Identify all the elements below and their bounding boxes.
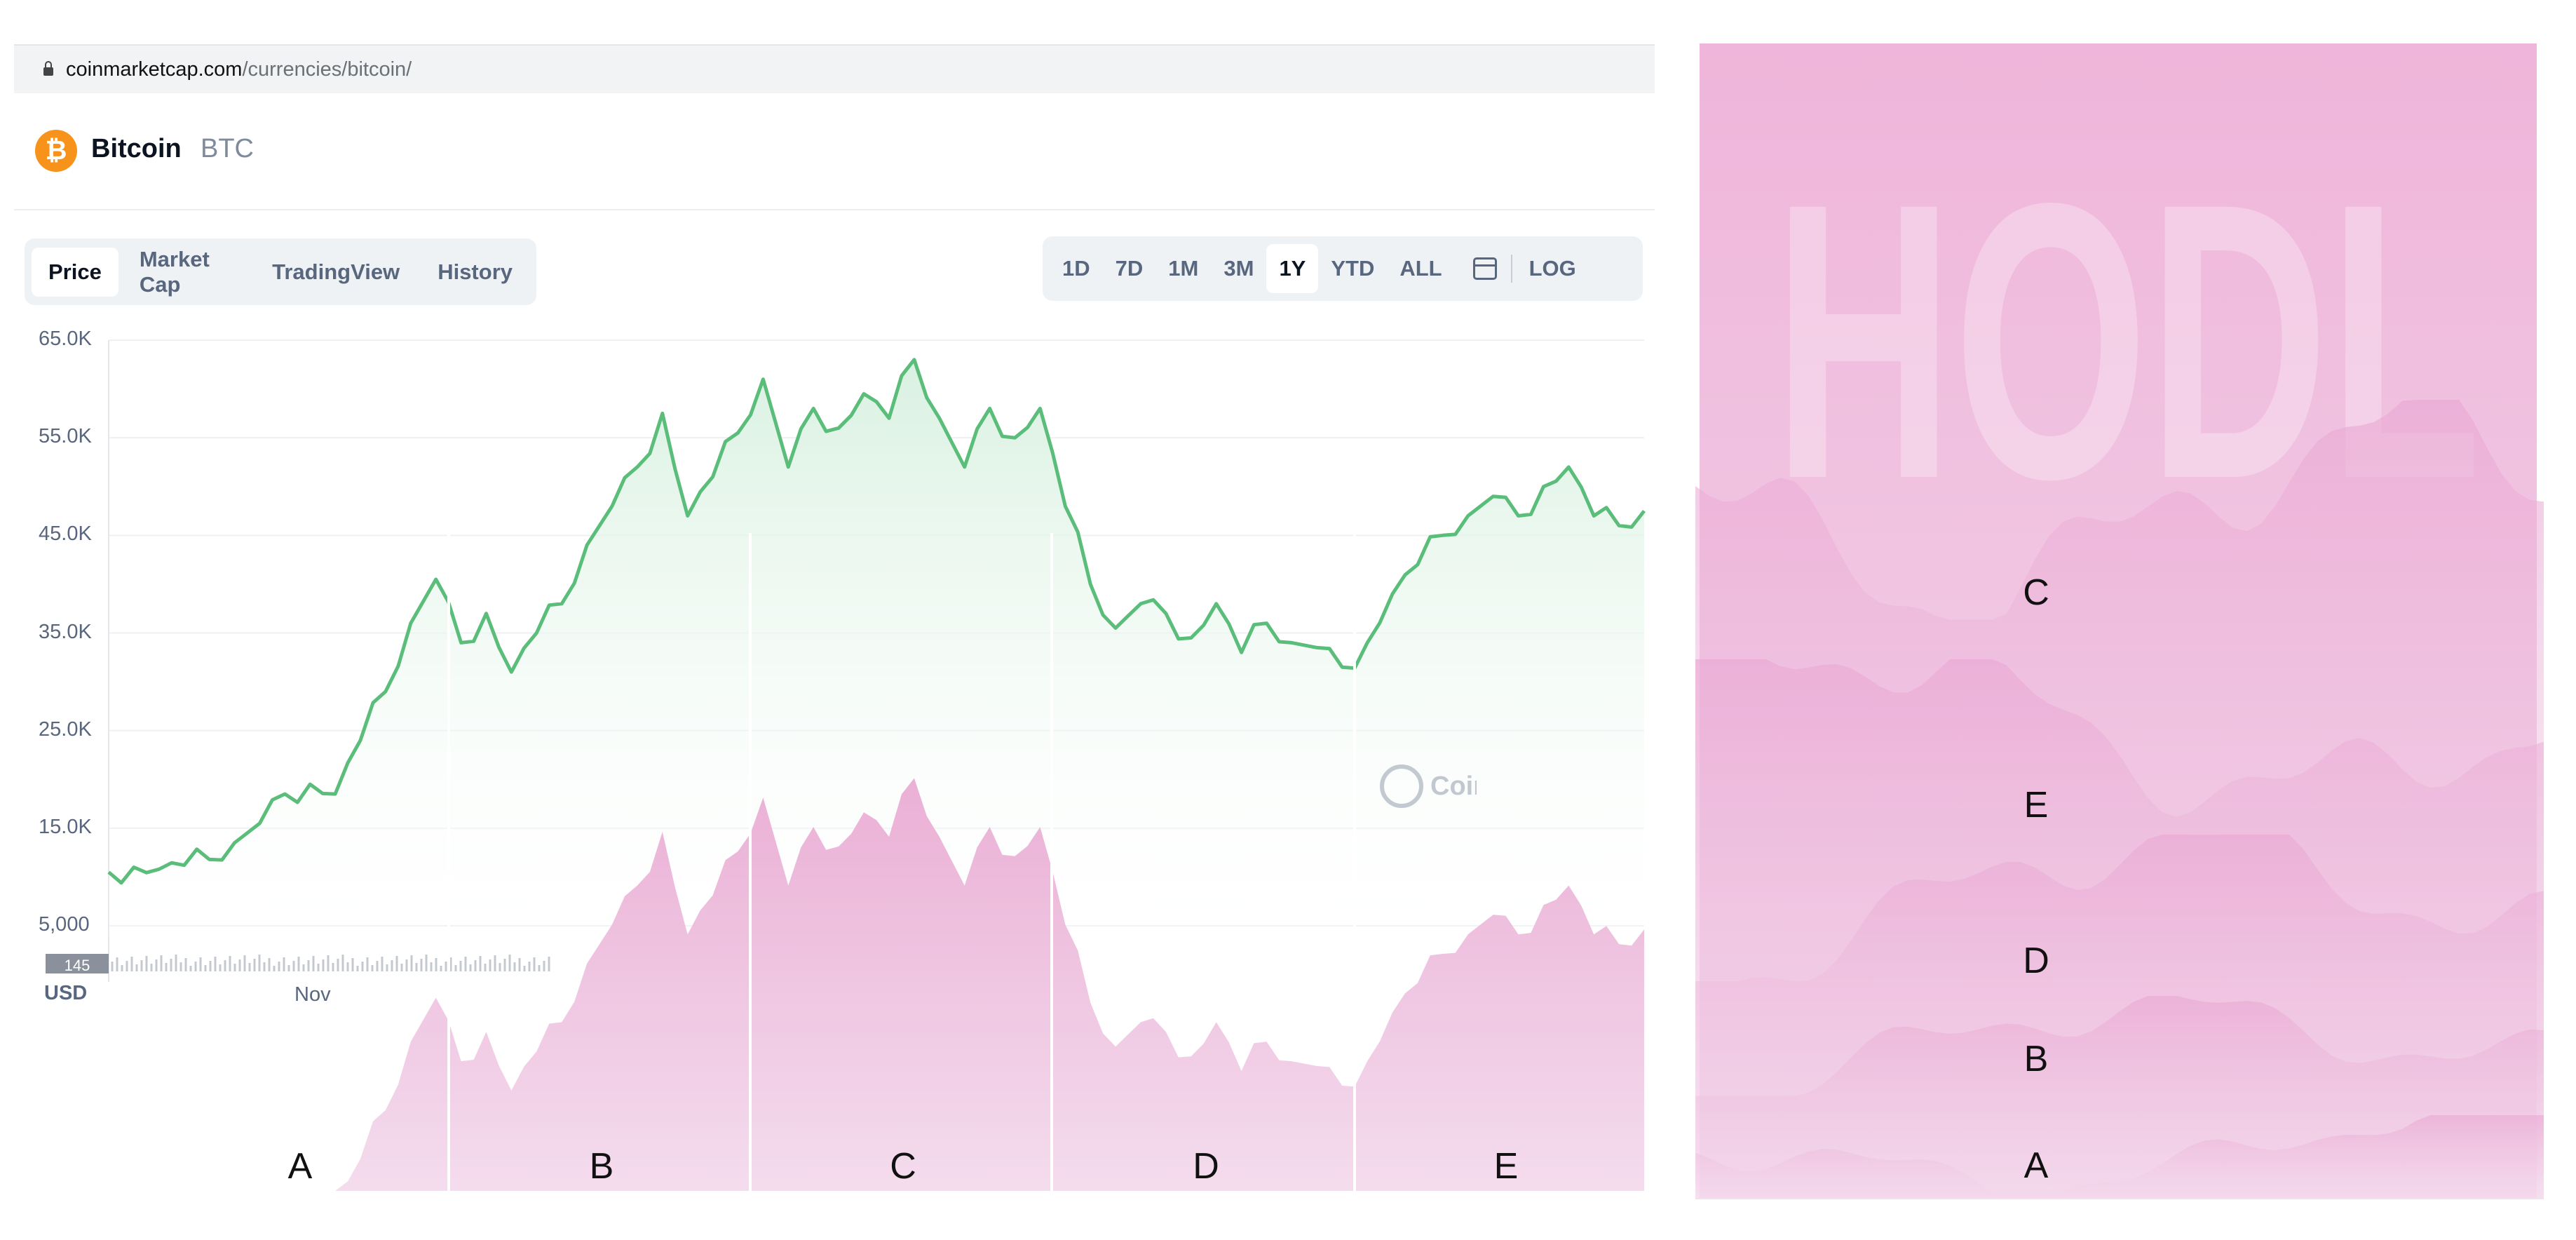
chart-type-tabs: Price Market Cap TradingView History [25, 238, 536, 305]
cmc-logo-icon [1380, 764, 1423, 808]
lock-icon [43, 61, 53, 76]
y-tick-label: 65.0K [39, 328, 92, 350]
range-all[interactable]: ALL [1399, 256, 1442, 281]
ridge-label-b: B [2023, 1039, 2049, 1079]
calendar-icon[interactable] [1472, 257, 1497, 280]
tab-tradingview[interactable]: TradingView [272, 259, 400, 284]
coin-header: ₿ Bitcoin BTC [14, 93, 1655, 210]
tab-price[interactable]: Price [32, 247, 118, 297]
ridge-label-e: E [2023, 785, 2049, 825]
time-range-tabs: 1D 7D 1M 3M 1Y YTD ALL LOG [1043, 236, 1643, 301]
tab-history[interactable]: History [438, 259, 513, 284]
overlay-mask [0, 982, 149, 1192]
range-1y[interactable]: 1Y [1266, 244, 1319, 293]
segment-label-e: E [1493, 1146, 1519, 1187]
y-tick-label: 45.0K [39, 523, 92, 546]
bitcoin-logo-icon: ₿ [35, 130, 77, 172]
y-tick-label: 35.0K [39, 620, 92, 643]
ridge-plot: HODL [1695, 43, 2544, 1199]
y-tick-label: 15.0K [39, 815, 92, 838]
pink-overlay-area [109, 778, 1644, 1191]
y-tick-label: 55.0K [39, 425, 92, 448]
ridge-label-c: C [2023, 572, 2049, 613]
url-host: coinmarketcap.com [66, 58, 243, 81]
range-1m[interactable]: 1M [1168, 256, 1199, 281]
segment-label-a: A [287, 1146, 313, 1187]
browser-screenshot: coinmarketcap.com /currencies/bitcoin/ ₿… [0, 44, 1655, 1192]
ridge-a [1695, 1115, 2544, 1199]
address-bar[interactable]: coinmarketcap.com /currencies/bitcoin/ [14, 44, 1655, 95]
x-tick-nov: Nov [294, 983, 331, 1006]
y-tick-label: 25.0K [39, 717, 92, 741]
volume-badge: 145 [46, 954, 109, 973]
ridge-label-d: D [2023, 941, 2049, 981]
ridge-label-a: A [2023, 1145, 2049, 1186]
price-chart [0, 339, 1646, 1192]
segment-label-b: B [589, 1146, 614, 1187]
price-area [109, 359, 1644, 936]
range-ytd[interactable]: YTD [1331, 256, 1375, 281]
range-1d[interactable]: 1D [1062, 256, 1090, 281]
y-tick-label: 5,000 [39, 913, 90, 936]
log-scale-toggle[interactable]: LOG [1528, 256, 1576, 281]
range-7d[interactable]: 7D [1115, 256, 1144, 281]
coinmarketcap-watermark: CoinMarketCap [1380, 764, 1477, 808]
currency-label: USD [44, 982, 88, 1004]
watermark-text: CoinMarketCap [1430, 771, 1477, 801]
tab-divider [1510, 255, 1512, 283]
tab-market-cap[interactable]: Market Cap [139, 246, 210, 297]
url-path: /currencies/bitcoin/ [242, 58, 412, 81]
coin-symbol: BTC [201, 134, 254, 163]
ridge-panel: HODL C E D B A [1693, 42, 2551, 1199]
price-line [107, 358, 1646, 885]
segment-label-c: C [890, 1146, 916, 1187]
segment-label-d: D [1193, 1146, 1219, 1187]
coin-name: Bitcoin [91, 134, 182, 163]
range-3m[interactable]: 3M [1223, 256, 1254, 281]
